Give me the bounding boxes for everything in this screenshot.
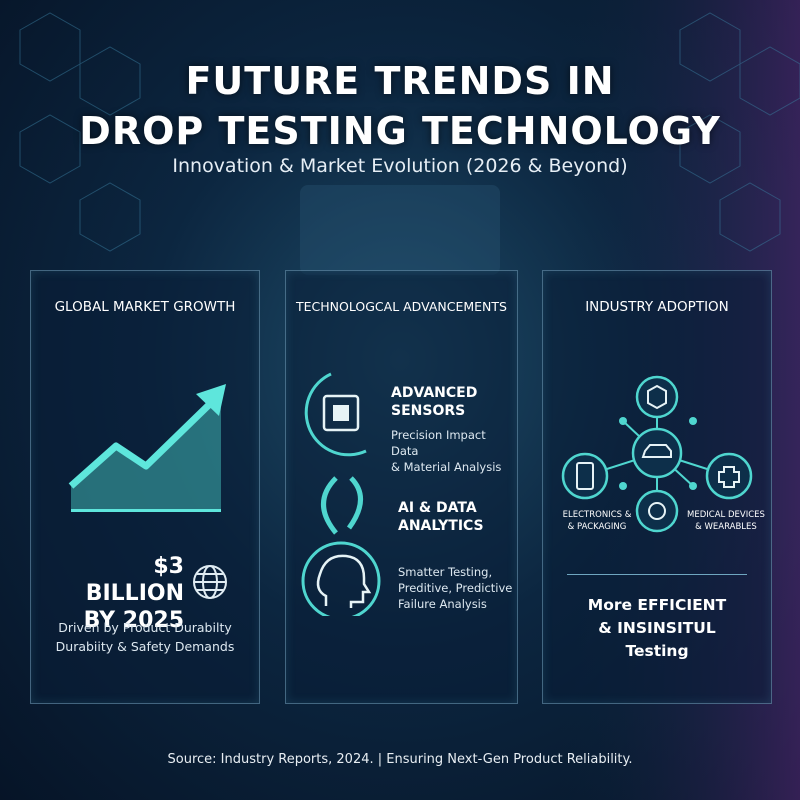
panel-title: INDUSTRY ADOPTION bbox=[585, 299, 729, 315]
label-line: ELECTRONICS & bbox=[562, 510, 632, 520]
subtitle: Innovation & Market Evolution (2026 & Be… bbox=[172, 155, 628, 177]
conclusion-line: & INSINSITUL bbox=[598, 619, 716, 637]
stat-line: $3 BILLION bbox=[85, 554, 184, 606]
heading-line: ANALYTICS bbox=[398, 518, 484, 534]
description-line: Durabiity & Safety Demands bbox=[55, 639, 235, 654]
node-label: ELECTRONICS & & PACKAGING bbox=[543, 509, 651, 533]
label-line: & PACKAGING bbox=[567, 522, 627, 532]
title: FUTURE TRENDS IN DROP TESTING TECHNOLOGY bbox=[0, 56, 800, 156]
title-line: DROP TESTING TECHNOLOGY bbox=[79, 109, 721, 153]
panel: TECHNOLOGCAL ADVANCEMENTS ADVANCED SENSO… bbox=[285, 270, 518, 704]
item-text: Smatter Testing, Preditive, Predictive F… bbox=[398, 564, 516, 612]
conclusion: More EFFICIENT & INSINSITUL Testing bbox=[543, 594, 771, 663]
stat: $3 BILLION BY 2025 bbox=[59, 553, 184, 634]
panel-title: TECHNOLOGCAL ADVANCEMENTS bbox=[296, 299, 507, 314]
footer-source: Source: Industry Reports, 2024. | Ensuri… bbox=[167, 752, 633, 767]
node-label: MEDICAL DEVICES & WEARABLES bbox=[671, 509, 781, 533]
divider bbox=[567, 574, 747, 575]
text-line: Smatter Testing, bbox=[398, 565, 493, 579]
label-line: MEDICAL DEVICES bbox=[687, 510, 765, 520]
adoption-network bbox=[561, 375, 753, 533]
growth-chart-icon bbox=[68, 384, 226, 512]
heading-line: ADVANCED bbox=[391, 385, 478, 401]
globe-icon bbox=[193, 565, 227, 599]
text-line: Failure Analysis bbox=[398, 597, 487, 611]
panel: GLOBAL MARKET GROWTH $3 BILLION BY 2025 … bbox=[30, 270, 260, 704]
title-line: FUTURE TRENDS IN bbox=[185, 59, 615, 103]
item-heading: AI & DATA ANALYTICS bbox=[398, 499, 508, 535]
description-line: Driven by Product Durabilty bbox=[58, 620, 232, 635]
text-line: Precision Impact Data bbox=[391, 428, 486, 458]
text-line: Preditive, Predictive bbox=[398, 581, 513, 595]
heading-line: SENSORS bbox=[391, 403, 466, 419]
heading-line: AI & DATA bbox=[398, 500, 477, 516]
text-line: & Material Analysis bbox=[391, 460, 502, 474]
panel: INDUSTRY ADOPTION ELECTRONICS & & PACKAG… bbox=[542, 270, 772, 704]
tech-icons bbox=[301, 372, 381, 616]
description: Driven by Product Durabilty Durabiity & … bbox=[31, 618, 259, 656]
conclusion-line: More EFFICIENT bbox=[587, 596, 727, 614]
label-line: & WEARABLES bbox=[695, 522, 757, 532]
item-text: Precision Impact Data & Material Analysi… bbox=[391, 427, 516, 475]
panel-title: GLOBAL MARKET GROWTH bbox=[54, 299, 236, 315]
stat-line: BY 2025 bbox=[83, 608, 184, 633]
item-heading: ADVANCED SENSORS bbox=[391, 384, 501, 420]
conclusion-line: Testing bbox=[625, 642, 689, 660]
